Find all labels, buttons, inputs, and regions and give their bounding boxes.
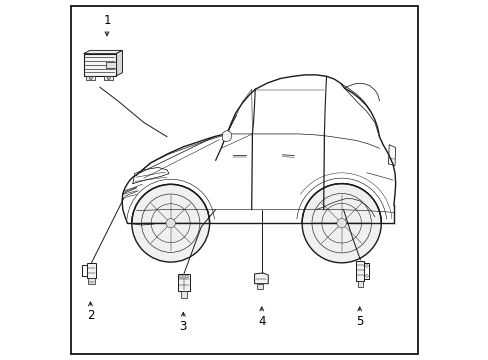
Polygon shape	[222, 130, 231, 142]
Circle shape	[302, 184, 381, 263]
Text: 3: 3	[179, 320, 186, 333]
Polygon shape	[356, 261, 364, 281]
Circle shape	[336, 219, 346, 228]
Polygon shape	[181, 291, 186, 298]
Circle shape	[166, 219, 175, 228]
Circle shape	[107, 77, 110, 80]
Polygon shape	[88, 278, 95, 284]
Polygon shape	[104, 76, 113, 80]
Polygon shape	[83, 54, 116, 76]
Polygon shape	[106, 62, 116, 68]
Polygon shape	[116, 50, 122, 76]
Text: 4: 4	[258, 315, 265, 328]
Polygon shape	[86, 76, 95, 80]
Polygon shape	[83, 50, 122, 54]
Polygon shape	[254, 273, 268, 284]
Polygon shape	[178, 274, 189, 291]
Text: 2: 2	[86, 309, 94, 322]
Polygon shape	[87, 263, 96, 278]
Circle shape	[132, 184, 209, 262]
Text: 1: 1	[103, 14, 110, 27]
Circle shape	[89, 77, 92, 80]
Polygon shape	[256, 284, 262, 289]
Polygon shape	[357, 281, 362, 287]
Text: 5: 5	[355, 315, 363, 328]
